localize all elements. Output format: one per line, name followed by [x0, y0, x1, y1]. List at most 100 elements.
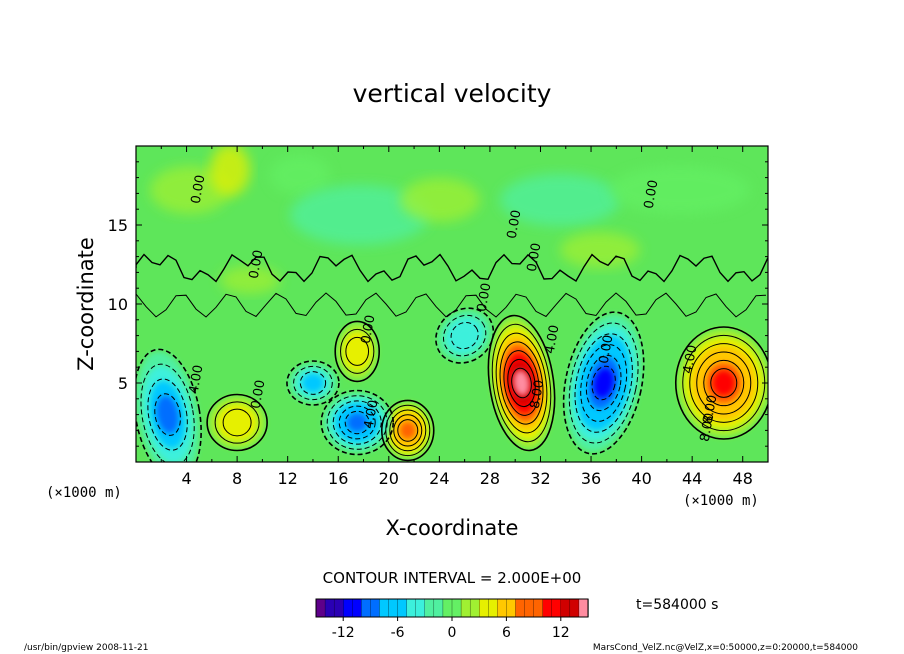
colorbar-cell — [415, 598, 426, 618]
colorbar-cell — [506, 598, 517, 618]
feature-contours — [320, 389, 395, 456]
x-axis-title: X-coordinate — [386, 516, 519, 540]
colorbar-tick-label: 6 — [502, 625, 511, 641]
contour-line — [397, 419, 419, 442]
velocity-feature — [288, 363, 337, 403]
zero-contour — [136, 253, 768, 283]
contour-line — [674, 326, 768, 440]
colorbar-cell — [542, 598, 553, 618]
x-tick-label: 36 — [581, 469, 601, 488]
contour-label: 4.00 — [543, 324, 563, 355]
feature-contours — [206, 393, 268, 452]
contour-label: 4.00 — [187, 364, 207, 395]
contour-line — [389, 409, 427, 452]
colorbar-cell — [433, 598, 444, 618]
contour-label: 4.00 — [681, 344, 701, 375]
colorbar-cell — [560, 598, 571, 618]
contour-line — [450, 321, 479, 350]
contour-line — [147, 378, 188, 451]
chart-title: vertical velocity — [353, 79, 552, 108]
colorbar-cell — [451, 598, 462, 618]
contour-line — [326, 395, 388, 450]
colorbar-cell — [497, 598, 508, 618]
field-mottle — [560, 232, 640, 268]
velocity-feature — [565, 314, 642, 452]
contour-line — [338, 405, 376, 440]
feature-level — [712, 370, 735, 396]
x-tick-label: 48 — [733, 469, 753, 488]
x-tick-label: 8 — [232, 469, 242, 488]
colorbar-tick-label: -6 — [391, 625, 405, 641]
colorbar-cell — [379, 598, 390, 618]
x-tick-label: 12 — [278, 469, 298, 488]
contour-line — [393, 414, 423, 447]
contour-line — [495, 332, 548, 434]
colorbar-tick-label: 0 — [448, 625, 457, 641]
colorbar-cell — [324, 598, 335, 618]
footer-left: /usr/bin/gpview 2008-11-21 — [24, 643, 148, 653]
contour-line — [580, 344, 628, 422]
feature-level — [347, 339, 367, 364]
contour-line — [340, 328, 375, 374]
velocity-blobs — [136, 146, 768, 462]
y-tick-label: 15 — [108, 216, 128, 235]
colorbar-cell — [442, 598, 453, 618]
contour-line — [689, 343, 759, 423]
x-tick-label: 44 — [682, 469, 702, 488]
contour-line — [334, 320, 381, 383]
contour-label: 0.00 — [505, 209, 525, 240]
colorbar-tick-label: 12 — [552, 625, 570, 641]
colorbar-cell — [424, 598, 435, 618]
zero-contour — [136, 292, 767, 318]
colorbar-cell — [333, 598, 344, 618]
field-mottle — [270, 155, 330, 195]
x-tick-label: 32 — [530, 469, 550, 488]
time-label: t=584000 s — [636, 597, 718, 613]
contour-line — [332, 400, 382, 445]
x-tick-label: 4 — [181, 469, 191, 488]
feature-level — [594, 368, 614, 398]
contour-line — [293, 365, 333, 401]
field-mottle — [150, 166, 230, 214]
contour-label: 0.00 — [475, 282, 495, 313]
colorbar-cell — [515, 598, 526, 618]
colorbar-cell — [524, 598, 535, 618]
feature-contours — [674, 326, 768, 440]
contour-labels: 0.000.000.000.000.000.000.000.004.004.00… — [187, 174, 721, 443]
contour-label: 0.00 — [189, 174, 209, 205]
contour-label: 0.00 — [249, 379, 269, 410]
contour-line — [511, 367, 532, 399]
feature-level — [453, 324, 477, 347]
contour-line — [299, 371, 327, 395]
contour-line — [136, 348, 202, 462]
colorbar — [315, 598, 589, 618]
field-mottle — [500, 174, 620, 226]
colorbar-cell — [460, 598, 471, 618]
colorbar-cell — [352, 598, 362, 618]
colorbar-cell — [479, 598, 489, 618]
contour-line — [568, 322, 639, 444]
contour-line — [345, 336, 370, 366]
x-tick-label: 24 — [429, 469, 449, 488]
colorbar-cell — [406, 598, 417, 618]
colorbar-cell — [578, 598, 589, 618]
y-unit-label: (×1000 m) — [683, 493, 759, 509]
contour-line — [710, 368, 738, 398]
colorbar-tick-label: -12 — [332, 625, 355, 641]
contour-lines — [136, 253, 768, 462]
colorbar-cell — [388, 598, 399, 618]
contour-label: 0.00 — [359, 314, 379, 345]
contour-line — [585, 354, 622, 412]
field-mottle — [220, 266, 280, 294]
contour-label: 8.00 — [528, 379, 548, 410]
feature-level — [399, 421, 416, 440]
contour-label: 0.00 — [247, 249, 267, 280]
field-mottle — [290, 185, 430, 245]
x-tick-label: 40 — [631, 469, 651, 488]
x-tick-label: 16 — [328, 469, 348, 488]
colorbar-cell — [533, 598, 544, 618]
colorbar-cell — [551, 598, 562, 618]
colorbar-cell — [361, 598, 372, 618]
colorbar-cell — [488, 598, 498, 618]
